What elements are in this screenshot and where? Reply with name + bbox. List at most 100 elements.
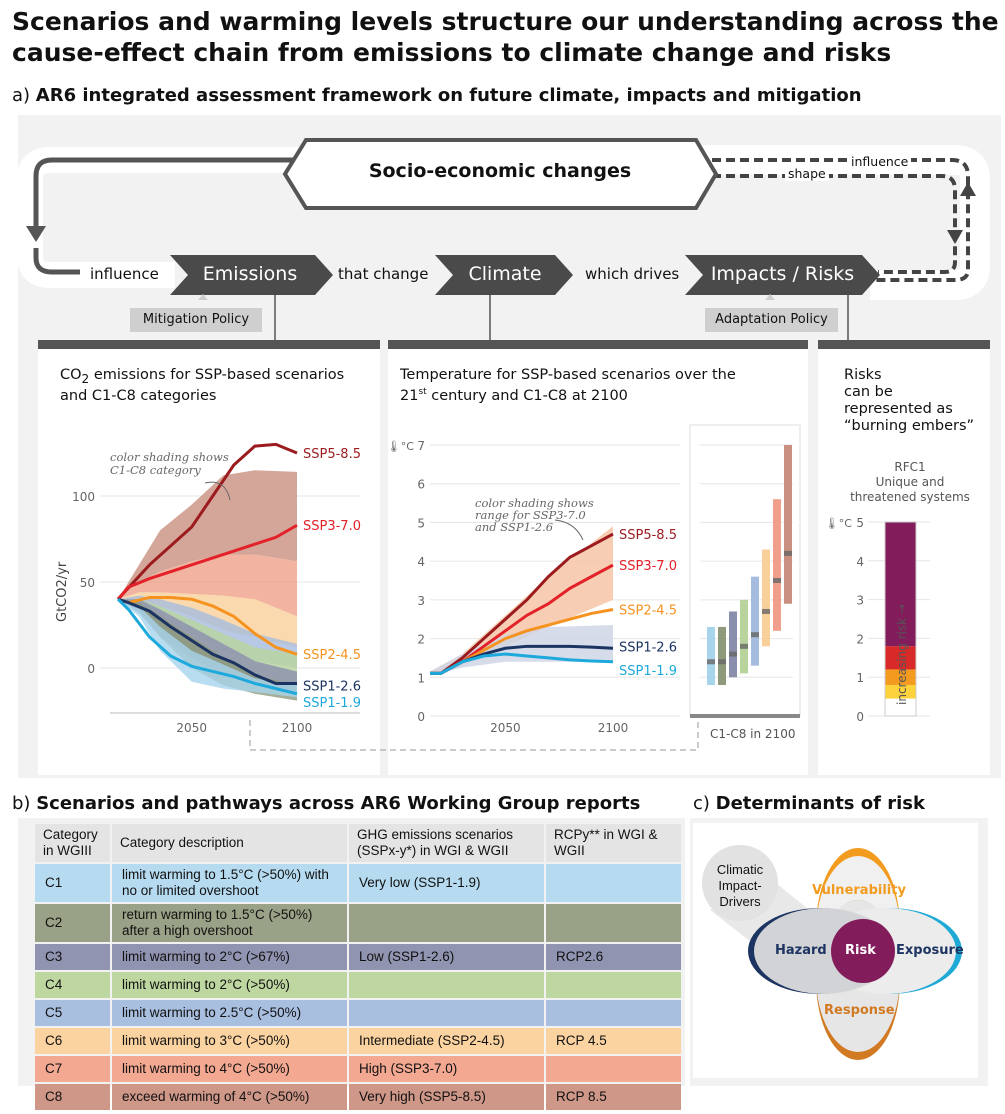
risk-circle xyxy=(831,919,895,983)
table-header-row: Category in WGIII Category description G… xyxy=(35,824,681,862)
which-drives-label: which drives xyxy=(585,265,680,283)
cell-cat: C3 xyxy=(35,944,110,970)
cell-ghg: High (SSP3-7.0) xyxy=(349,1056,544,1082)
series-line-SSP1-2.6 xyxy=(117,597,297,685)
c-bar-median-C7 xyxy=(773,578,781,583)
band-C1 xyxy=(118,599,297,698)
loop-line xyxy=(33,248,80,275)
c1-c8-2100-label: C1-C8 in 2100 xyxy=(710,727,796,741)
adaptation-policy-label: Adaptation Policy xyxy=(705,308,838,332)
cell-cat: C5 xyxy=(35,1000,110,1026)
loop-arrow-left xyxy=(33,157,300,232)
table-row: C4 limit warming to 2°C (>50%) xyxy=(35,972,681,998)
influence-label: influence xyxy=(90,265,159,283)
cell-ghg xyxy=(349,1000,544,1026)
c-bar-median-C8 xyxy=(784,550,792,556)
cell-cat: C6 xyxy=(35,1028,110,1054)
c-bar-C5 xyxy=(751,576,759,666)
flow-diagram xyxy=(17,138,990,340)
series-line-SSP1-1.9 xyxy=(430,652,614,675)
climate-chevron xyxy=(435,255,573,295)
series-label-SSP5-8.5: SSP5-8.5 xyxy=(619,528,677,543)
title-part: Temperature for SSP-based scenarios over… xyxy=(400,367,736,383)
section-letter: a) xyxy=(12,85,31,106)
cell-rcp xyxy=(546,904,681,942)
column-header: Category description xyxy=(112,824,347,862)
cell-cat: C1 xyxy=(35,864,110,902)
y-tick-label: 6 xyxy=(417,478,425,492)
y-tick-label: 5 xyxy=(856,516,864,530)
table-row: C5 limit warming to 2.5°C (>50%) xyxy=(35,1000,681,1026)
rfc-desc: Unique and xyxy=(875,475,945,489)
rfc-desc: threatened systems xyxy=(850,490,970,504)
y-tick-label: 0 xyxy=(856,710,864,724)
section-title: Determinants of risk xyxy=(715,793,925,814)
ember-outline xyxy=(884,521,917,717)
y-tick-label: 3 xyxy=(856,594,864,608)
cell-ghg: Intermediate (SSP2-4.5) xyxy=(349,1028,544,1054)
cell-cat: C2 xyxy=(35,904,110,942)
table-row: C7 limit warming to 4°C (>50%) High (SSP3-… xyxy=(35,1056,681,1082)
policy-pointer xyxy=(765,294,775,300)
y-tick-label: 1 xyxy=(856,671,864,685)
emissions-chevron xyxy=(170,255,333,295)
section-title: Scenarios and pathways across AR6 Workin… xyxy=(36,793,641,814)
series-line-SSP3-7.0 xyxy=(116,523,298,601)
ember-purple xyxy=(885,522,916,647)
band-C7 xyxy=(118,554,297,617)
increasing-risk-label: increasing risk → xyxy=(895,604,909,705)
x-tick-label: 2100 xyxy=(282,721,313,735)
series-label-SSP5-8.5: SSP5-8.5 xyxy=(303,447,361,462)
cell-cat: C7 xyxy=(35,1056,110,1082)
title-part: represented as xyxy=(844,401,953,417)
c-bar-median-C5 xyxy=(751,632,759,638)
cell-ghg: Very high (SSP5-8.5) xyxy=(349,1084,544,1110)
range-SSP3-7.0 xyxy=(430,526,613,676)
series-label-SSP1-1.9: SSP1-1.9 xyxy=(619,664,677,679)
c-bar-median-C4 xyxy=(740,643,748,649)
cell-desc: limit warming to 2°C (>50%) xyxy=(112,972,347,998)
determinants-diagram xyxy=(693,823,978,1078)
policy-pointer xyxy=(198,294,208,300)
section-a-heading: a) AR6 integrated assessment framework o… xyxy=(12,85,862,107)
series-line-SSP5-8.5 xyxy=(116,442,298,601)
y-tick-label: 0 xyxy=(87,662,95,676)
column-header: RCPy** in WGI & WGII xyxy=(546,824,681,862)
annotation-arrow xyxy=(204,481,231,501)
series-line-SSP1-1.9 xyxy=(116,598,298,696)
y-axis-unit: 🌡°C xyxy=(387,440,414,453)
socio-economic-label: Socio-economic changes xyxy=(368,160,632,182)
column-header: GHG emissions scenarios (SSPx-y*) in WGI… xyxy=(349,824,544,862)
cell-rcp xyxy=(546,1056,681,1082)
arrow-up-icon xyxy=(960,182,976,196)
y-tick-label: 2 xyxy=(417,633,425,647)
y-tick-label: 4 xyxy=(417,555,425,569)
y-axis-unit: 🌡°C xyxy=(825,517,852,530)
series-line-SSP2-4.5 xyxy=(117,595,298,656)
dashed-connector xyxy=(249,720,699,751)
section-b-heading: b) Scenarios and pathways across AR6 Wor… xyxy=(12,793,640,815)
cell-rcp xyxy=(546,1000,681,1026)
title-part: century and C1-C8 at 2100 xyxy=(426,387,628,404)
y-tick-label: 50 xyxy=(80,576,95,590)
impacts-chevron xyxy=(685,255,880,295)
table-row: C8 exceed warming of 4°C (>50%) Very high … xyxy=(35,1084,681,1110)
temperature-chart-title: Temperature for SSP-based scenarios over… xyxy=(400,367,800,405)
cell-ghg: Very low (SSP1-1.9) xyxy=(349,864,544,902)
series-label-SSP3-7.0: SSP3-7.0 xyxy=(619,559,677,574)
column-header: Category in WGIII xyxy=(35,824,110,862)
c-bar-median-C1 xyxy=(707,659,715,665)
cell-rcp: RCP2.6 xyxy=(546,944,681,970)
table-row: C3 limit warming to 2°C (>67%) Low (SSP1-2… xyxy=(35,944,681,970)
ember-orange xyxy=(885,669,916,685)
c-bar-median-C3 xyxy=(729,651,737,657)
page-title: Scenarios and warming levels structure o… xyxy=(12,7,999,67)
c-bar-C8 xyxy=(784,445,792,604)
ember-white xyxy=(885,698,916,716)
y-tick-label: 1 xyxy=(417,671,425,685)
cell-ghg xyxy=(349,904,544,942)
cell-desc: exceed warming of 4°C (>50%) xyxy=(112,1084,347,1110)
title-part: emissions for SSP-based scenarios and C1… xyxy=(60,367,345,404)
cell-desc: limit warming to 2°C (>67%) xyxy=(112,944,347,970)
